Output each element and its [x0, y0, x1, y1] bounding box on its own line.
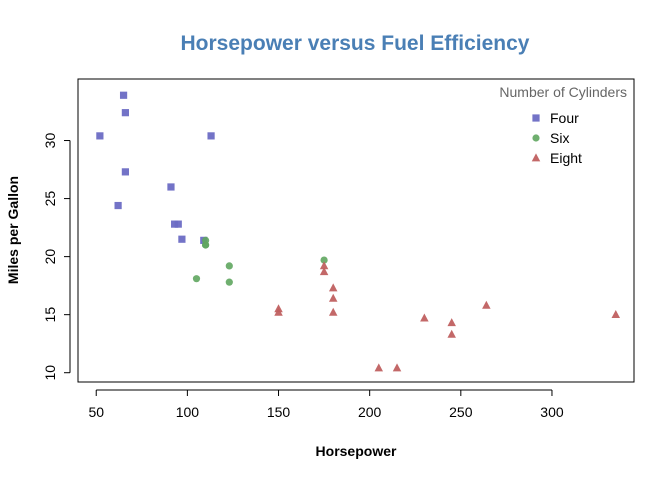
data-point-six [225, 262, 233, 270]
x-tick-label: 250 [449, 404, 473, 420]
data-point-eight [319, 261, 329, 270]
x-tick-label: 150 [267, 404, 291, 420]
data-point-four [207, 132, 215, 140]
data-point-four [174, 220, 182, 228]
data-point-eight [274, 307, 283, 316]
y-axis-label: Miles per Gallon [5, 176, 21, 284]
data-point-four [178, 235, 186, 243]
data-point-six [225, 278, 233, 286]
data-point-eight [420, 313, 429, 322]
data-point-eight [447, 318, 456, 327]
data-point-eight [328, 293, 338, 302]
x-axis: 50 100 150 200 250 300 [88, 389, 564, 420]
data-point-four [114, 201, 122, 210]
y-tick-label: 10 [42, 365, 58, 381]
legend-label-eight: Eight [550, 150, 582, 166]
x-tick-label: 100 [176, 404, 200, 420]
data-point-six [192, 275, 201, 283]
y-tick-label: 25 [42, 191, 58, 207]
chart-title: Horsepower versus Fuel Efficiency [181, 32, 530, 55]
y-tick-label: 15 [42, 307, 58, 323]
plot-area-frame [77, 78, 635, 383]
data-point-six [202, 236, 210, 244]
data-point-four [121, 168, 129, 176]
y-tick-label: 30 [42, 133, 58, 149]
data-point-four [167, 183, 175, 191]
data-point-four [171, 220, 179, 228]
x-axis-label: Horsepower [316, 443, 397, 459]
x-tick-label: 50 [88, 404, 104, 420]
legend: Number of Cylinders Four Six Eight [499, 84, 627, 166]
legend-title: Number of Cylinders [499, 84, 627, 100]
data-point-eight [611, 310, 621, 319]
data-point-eight [374, 363, 384, 372]
y-tick-label: 20 [42, 249, 58, 265]
x-tick-label: 200 [358, 404, 382, 420]
data-point-eight [392, 363, 402, 372]
data-point-eight [482, 300, 491, 309]
y-axis: 10 15 20 25 30 [42, 133, 71, 381]
legend-marker-six [532, 134, 540, 142]
legend-marker-eight [531, 153, 541, 162]
data-point-eight [447, 329, 456, 338]
data-point-four [119, 91, 128, 99]
data-point-six [320, 256, 328, 264]
legend-label-six: Six [550, 130, 569, 146]
data-point-eight [328, 307, 338, 316]
data-point-eight [319, 267, 329, 276]
data-point-eight [328, 283, 338, 292]
legend-marker-four [532, 114, 540, 122]
data-point-four [121, 109, 129, 117]
data-point-four [96, 132, 104, 140]
legend-label-four: Four [550, 110, 579, 126]
data-points [96, 91, 621, 372]
x-tick-label: 300 [540, 404, 564, 420]
